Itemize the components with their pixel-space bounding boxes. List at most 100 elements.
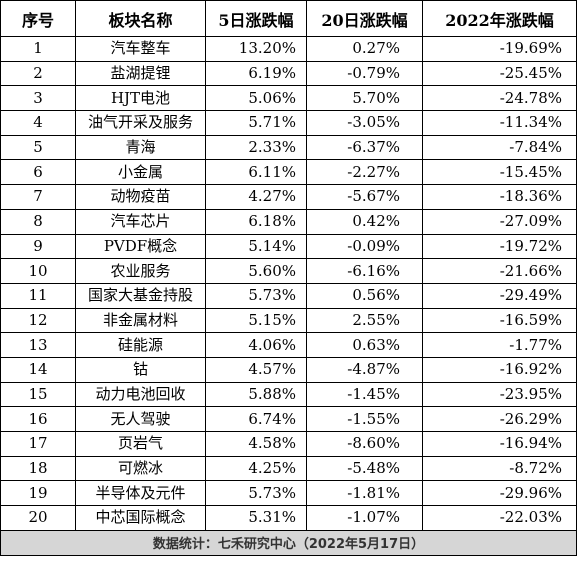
row-20day-change: -6.37%: [306, 134, 423, 161]
row-2022-change: -27.09%: [422, 208, 577, 235]
row-sector-name: 盐湖提锂: [75, 60, 206, 87]
row-20day-change: 2.55%: [306, 307, 423, 334]
row-index: 14: [0, 356, 76, 383]
table-row: 9 PVDF概念 5.14% -0.09% -19.72%: [0, 233, 577, 260]
row-20day-change: -0.09%: [306, 233, 423, 260]
table-row: 3 HJT电池 5.06% 5.70% -24.78%: [0, 85, 577, 112]
table-row: 8 汽车芯片 6.18% 0.42% -27.09%: [0, 208, 577, 235]
row-5day-change: 5.88%: [205, 381, 307, 408]
header-index: 序号: [0, 0, 76, 37]
table-row: 17 页岩气 4.58% -8.60% -16.94%: [0, 431, 577, 457]
row-20day-change: -6.16%: [306, 258, 423, 284]
table-row: 18 可燃冰 4.25% -5.48% -8.72%: [0, 455, 577, 482]
row-20day-change: -1.55%: [306, 406, 423, 432]
row-sector-name: 小金属: [75, 159, 206, 186]
row-5day-change: 13.20%: [205, 36, 307, 62]
header-20day-change: 20日涨跌幅: [306, 0, 423, 37]
row-index: 11: [0, 282, 76, 309]
row-sector-name: 青海: [75, 134, 206, 161]
row-5day-change: 4.57%: [205, 356, 307, 383]
row-sector-name: 可燃冰: [75, 455, 206, 482]
row-sector-name: 国家大基金持股: [75, 282, 206, 309]
row-20day-change: -4.87%: [306, 356, 423, 383]
row-2022-change: -29.96%: [422, 480, 577, 507]
header-row: 序号 板块名称 5日涨跌幅 20日涨跌幅 2022年涨跌幅: [0, 0, 577, 37]
row-sector-name: 硅能源: [75, 332, 206, 358]
row-sector-name: 动物疫苗: [75, 184, 206, 210]
row-5day-change: 2.33%: [205, 134, 307, 161]
table-row: 14 钴 4.57% -4.87% -16.92%: [0, 356, 577, 383]
row-sector-name: 油气开采及服务: [75, 110, 206, 136]
row-sector-name: PVDF概念: [75, 233, 206, 260]
row-index: 15: [0, 381, 76, 408]
row-2022-change: -18.36%: [422, 184, 577, 210]
row-20day-change: -5.48%: [306, 455, 423, 482]
row-sector-name: 动力电池回收: [75, 381, 206, 408]
row-2022-change: -16.59%: [422, 307, 577, 334]
row-sector-name: 中芯国际概念: [75, 505, 206, 531]
row-index: 6: [0, 159, 76, 186]
table-body: 1 汽车整车 13.20% 0.27% -19.69% 2 盐湖提锂 6.19% -0.79% -…: [0, 36, 577, 531]
row-5day-change: 5.06%: [205, 85, 307, 112]
row-20day-change: -1.45%: [306, 381, 423, 408]
header-2022-change: 2022年涨跌幅: [422, 0, 577, 37]
row-sector-name: 非金属材料: [75, 307, 206, 334]
row-20day-change: -0.79%: [306, 60, 423, 87]
header-5day-change: 5日涨跌幅: [205, 0, 307, 37]
row-index: 9: [0, 233, 76, 260]
row-index: 7: [0, 184, 76, 210]
row-index: 17: [0, 431, 76, 457]
row-index: 16: [0, 406, 76, 432]
table-row: 15 动力电池回收 5.88% -1.45% -23.95%: [0, 381, 577, 408]
row-5day-change: 5.73%: [205, 480, 307, 507]
row-index: 8: [0, 208, 76, 235]
row-2022-change: -19.72%: [422, 233, 577, 260]
row-20day-change: -2.27%: [306, 159, 423, 186]
row-index: 13: [0, 332, 76, 358]
header-sector-name: 板块名称: [75, 0, 206, 37]
table-row: 6 小金属 6.11% -2.27% -15.45%: [0, 159, 577, 186]
data-source-note: 数据统计：七禾研究中心（2022年5月17日）: [0, 529, 577, 556]
row-5day-change: 4.58%: [205, 431, 307, 457]
row-index: 18: [0, 455, 76, 482]
row-2022-change: -26.29%: [422, 406, 577, 432]
row-2022-change: -21.66%: [422, 258, 577, 284]
row-2022-change: -19.69%: [422, 36, 577, 62]
table-row: 12 非金属材料 5.15% 2.55% -16.59%: [0, 307, 577, 334]
row-index: 20: [0, 505, 76, 531]
row-index: 12: [0, 307, 76, 334]
row-5day-change: 6.11%: [205, 159, 307, 186]
row-sector-name: 汽车芯片: [75, 208, 206, 235]
row-index: 3: [0, 85, 76, 112]
row-5day-change: 5.14%: [205, 233, 307, 260]
table-row: 16 无人驾驶 6.74% -1.55% -26.29%: [0, 406, 577, 432]
table-row: 5 青海 2.33% -6.37% -7.84%: [0, 134, 577, 161]
row-20day-change: -8.60%: [306, 431, 423, 457]
row-sector-name: HJT电池: [75, 85, 206, 112]
row-5day-change: 4.27%: [205, 184, 307, 210]
row-2022-change: -16.92%: [422, 356, 577, 383]
row-2022-change: -25.45%: [422, 60, 577, 87]
row-20day-change: -1.81%: [306, 480, 423, 507]
row-5day-change: 6.19%: [205, 60, 307, 87]
row-20day-change: -1.07%: [306, 505, 423, 531]
row-20day-change: 0.42%: [306, 208, 423, 235]
row-2022-change: -1.77%: [422, 332, 577, 358]
row-5day-change: 6.74%: [205, 406, 307, 432]
row-sector-name: 无人驾驶: [75, 406, 206, 432]
row-2022-change: -15.45%: [422, 159, 577, 186]
table-row: 19 半导体及元件 5.73% -1.81% -29.96%: [0, 480, 577, 507]
row-5day-change: 5.60%: [205, 258, 307, 284]
row-2022-change: -29.49%: [422, 282, 577, 309]
row-5day-change: 5.15%: [205, 307, 307, 334]
row-20day-change: -3.05%: [306, 110, 423, 136]
row-5day-change: 6.18%: [205, 208, 307, 235]
row-5day-change: 5.31%: [205, 505, 307, 531]
table-row: 11 国家大基金持股 5.73% 0.56% -29.49%: [0, 282, 577, 309]
row-20day-change: -5.67%: [306, 184, 423, 210]
table-row: 4 油气开采及服务 5.71% -3.05% -11.34%: [0, 110, 577, 136]
row-index: 2: [0, 60, 76, 87]
table-row: 7 动物疫苗 4.27% -5.67% -18.36%: [0, 184, 577, 210]
row-2022-change: -23.95%: [422, 381, 577, 408]
table-row: 20 中芯国际概念 5.31% -1.07% -22.03%: [0, 505, 577, 531]
